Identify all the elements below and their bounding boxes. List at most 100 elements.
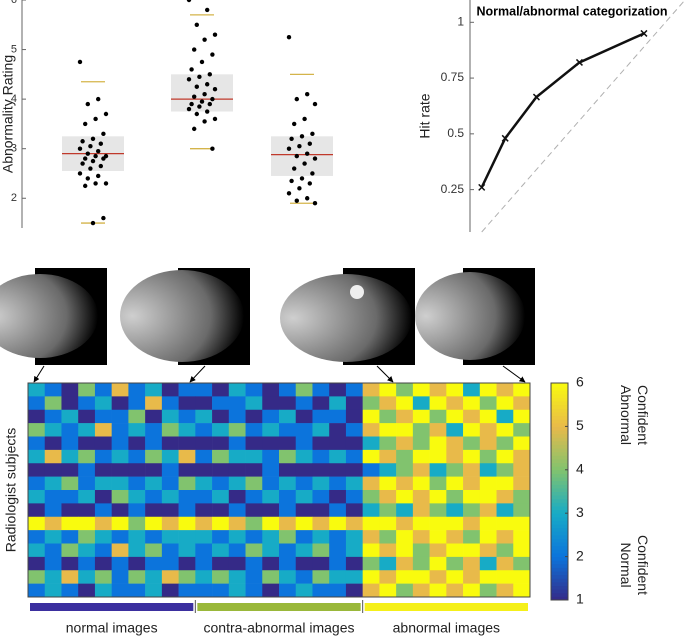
heatmap-cell [513,503,531,518]
point-marker [532,93,540,101]
heatmap-cell [496,449,514,464]
chance-line [481,0,685,233]
arrow [33,365,45,383]
colorbar-segment [551,581,568,587]
heatmap-cell [496,570,514,584]
heatmap-cell [161,423,179,437]
heatmap-cell [463,530,481,544]
heatmap-cell [228,396,246,411]
heatmap-cell [479,423,497,437]
heatmap-cell [396,503,414,518]
heatmap-cell [446,463,464,477]
rating-point [98,141,104,146]
rating-point [101,156,106,161]
colorbar-segment [551,440,568,445]
rating-point [307,141,312,146]
colorbar-segment [551,520,568,525]
heatmap-cell [212,490,230,504]
heatmap-cell [195,409,213,424]
group-label: contra-abnormal images [204,620,355,636]
group-bar [30,603,194,611]
heatmap-cell [111,570,129,584]
heatmap-cell [228,570,246,584]
colorbar-segment [551,419,568,424]
heatmap-cell [279,503,297,518]
rating-point [205,109,210,114]
heatmap-cell [496,516,514,531]
heatmap-cell [396,463,414,477]
heatmap-cell [262,490,280,504]
colorbar-segment [551,386,568,391]
colorbar-segment [551,549,568,554]
heatmap-cell [362,383,380,397]
heatmap-cell [28,530,46,544]
box [271,136,333,176]
colorbar-segment [551,451,568,456]
heatmap-cell [245,476,263,491]
heatmap-cell [245,530,263,544]
rating-point [297,144,302,149]
heatmap-cell [412,503,430,518]
heatmap-cell [44,409,62,424]
heatmap-cell [228,516,246,531]
heatmap-cell [496,383,514,397]
heatmap-cell [111,449,129,464]
heatmap-cell [513,436,531,451]
heatmap-cell [412,423,430,437]
y-tick-label: 5 [11,43,17,55]
heatmap-cell [128,409,146,424]
heatmap-cell [362,516,380,531]
heatmap-cell [245,570,263,584]
colorbar-segment [551,505,568,511]
heatmap-cell [379,583,397,598]
heatmap-cell [44,396,62,411]
heatmap-cell [28,476,46,491]
heatmap-cell [362,530,380,544]
rating-point [186,77,192,82]
colorbar-segment [551,477,568,482]
heatmap-cell [128,543,146,558]
rating-point [194,84,199,89]
heatmap-cell [446,583,464,598]
heatmap-cell [228,476,246,491]
heatmap-cell [345,476,363,491]
heatmap-cell [496,543,514,558]
point-marker [640,29,648,37]
rating-point [289,178,294,184]
heatmap-cell [446,383,464,397]
heatmap-cell [128,530,146,544]
heatmap-cell [412,409,430,424]
heatmap-cell [496,583,514,598]
heatmap-cell [94,423,112,437]
heatmap-cell [178,436,196,451]
heatmap-cell [78,383,96,397]
heatmap-cell [178,463,196,477]
heatmap-cell [178,516,196,531]
heatmap-cell [379,423,397,437]
colorbar-segment [551,552,568,558]
heatmap-cell [312,583,330,598]
heatmap-cell [396,543,414,558]
heatmap-cell [345,423,363,437]
heatmap-cell [429,490,447,504]
heatmap-cell [479,383,497,397]
rating-point [212,32,218,37]
rating-point [90,158,96,164]
heatmap-cell [61,490,79,504]
heatmap-cell [429,476,447,491]
rating-point [212,116,218,122]
heatmap-cell [513,583,531,598]
heatmap-cell [178,556,196,571]
heatmap-cell [496,503,514,518]
heatmap-cell [212,449,230,464]
heatmap-cell [178,543,196,558]
mammogram-tissue [415,272,525,360]
heatmap-cell [429,583,447,598]
heatmap-cell [312,449,330,464]
heatmap-cell [228,383,246,397]
colorbar-label: ConfidentNormal [618,535,651,595]
heatmap-cell [212,543,230,558]
colorbar-segment [551,473,568,478]
heatmap-cell [479,490,497,504]
heatmap-cell [145,583,163,598]
